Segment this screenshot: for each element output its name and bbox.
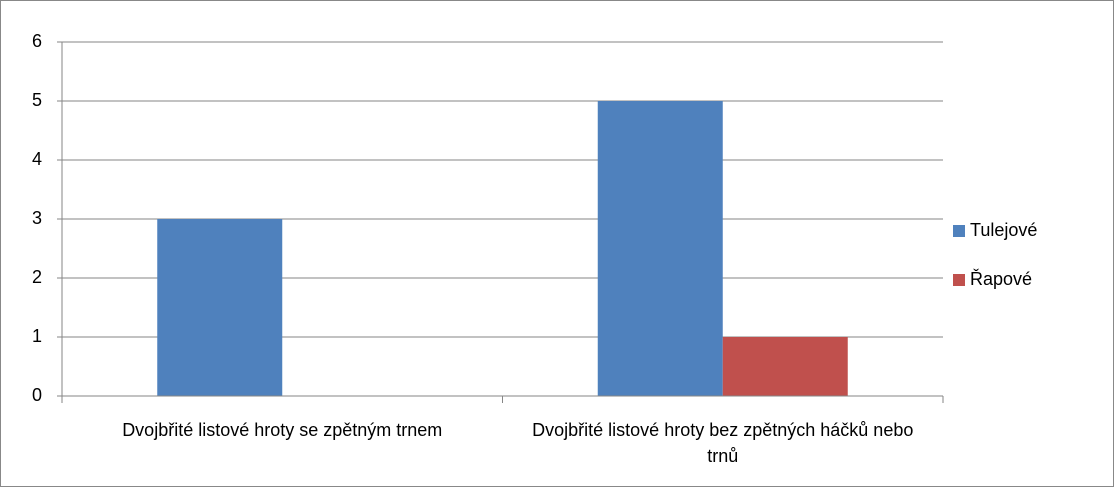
legend-label: Tulejové	[970, 220, 1037, 240]
y-tick-label: 1	[32, 326, 42, 346]
legend-swatch	[953, 225, 965, 237]
y-tick-label: 6	[32, 31, 42, 51]
y-tick-label: 2	[32, 267, 42, 287]
y-tick-label: 3	[32, 208, 42, 228]
x-tick-label: Dvojbřité listové hroty bez zpětných háč…	[532, 420, 914, 466]
bar	[597, 101, 723, 396]
legend-label: Řapové	[970, 269, 1032, 289]
x-tick-label: Dvojbřité listové hroty se zpětným trnem	[122, 420, 443, 440]
legend-swatch	[953, 274, 965, 286]
y-tick-label: 0	[32, 385, 42, 405]
y-tick-label: 5	[32, 90, 42, 110]
y-tick-label: 4	[32, 149, 42, 169]
bar	[722, 337, 848, 396]
bar	[157, 219, 283, 396]
